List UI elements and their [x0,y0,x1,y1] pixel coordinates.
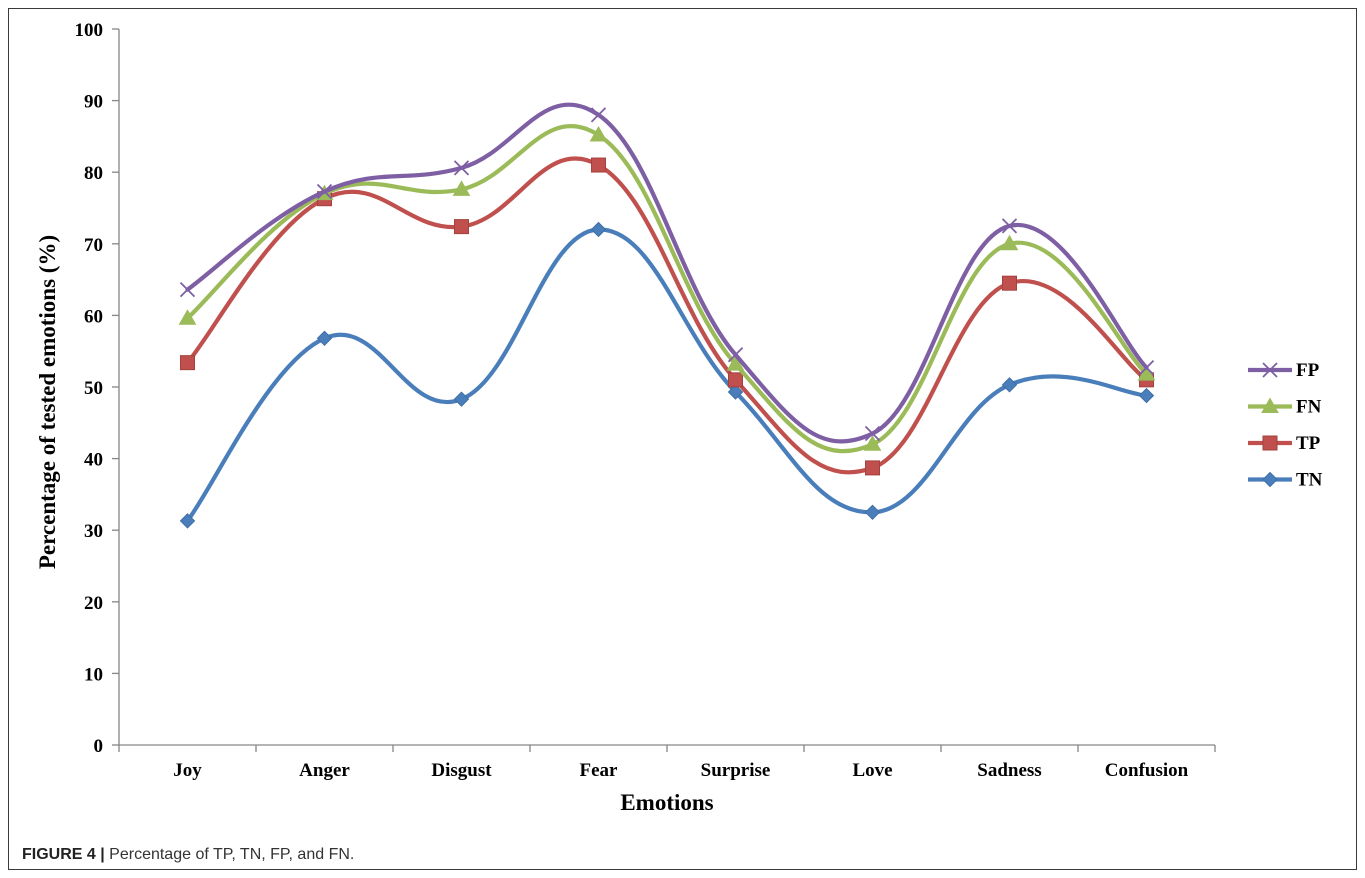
data-point-tp [1002,275,1017,291]
x-tick-label: Fear [580,760,619,781]
data-point-tn [316,330,333,347]
legend-item-tp: TP [1248,433,1321,454]
legend-marker-fp [1262,362,1278,378]
data-point-fn [1137,365,1156,381]
figure-frame [8,8,1357,870]
series-line-fp [185,102,1149,444]
data-point-tn [864,504,881,521]
data-point-tp [454,219,469,235]
data-point-fn [452,180,471,196]
data-point-fp [316,183,333,200]
y-tick-label: 100 [75,20,104,41]
series-line-tp [185,156,1149,475]
y-tick-label: 0 [94,736,104,757]
y-tick-label: 10 [84,664,103,685]
data-point-tp [591,157,606,173]
x-tick-label: Confusion [1105,760,1189,781]
legend-label-fn: FN [1296,397,1322,418]
data-point-fn [1000,234,1019,251]
x-tick-label: Anger [299,760,350,781]
data-point-fp [727,347,744,363]
x-axis-title: Emotions [620,790,713,815]
series-tp [180,156,1154,476]
y-tick-label: 90 [84,92,103,113]
series-line-fn [185,123,1149,454]
data-point-fp [179,281,196,298]
data-point-tn [590,221,607,238]
y-tick-label: 80 [84,163,103,184]
y-axis-title: Percentage of tested emotions (%) [35,235,60,569]
data-point-fp [864,425,881,442]
legend-marker-tp [1262,435,1278,451]
y-tick-label: 50 [84,378,103,399]
legend: FP FN TP TN [1248,360,1323,491]
data-point-fn [726,355,745,371]
data-point-fp [1138,360,1155,376]
data-point-tn [179,513,196,529]
caption-label: FIGURE 4 | [22,846,105,863]
data-point-fn [589,125,608,142]
figure-caption: FIGURE 4 | Percentage of TP, TN, FP, and… [22,846,354,864]
data-point-fn [178,309,197,325]
data-point-fn [863,435,882,451]
x-tick-label: Surprise [701,760,771,781]
legend-label-tp: TP [1296,433,1321,454]
x-tick-label: Love [852,760,892,781]
y-tick-label: 40 [84,450,103,471]
data-point-tn [727,384,744,400]
data-point-tp [180,355,195,371]
legend-item-fn: FN [1248,397,1322,418]
legend-item-tn: TN [1248,470,1323,491]
legend-item-fp: FP [1248,360,1320,381]
data-point-tn [453,391,470,407]
series-line-tn [185,227,1149,523]
y-tick-label: 20 [84,593,103,614]
y-tick-label: 30 [84,521,103,542]
legend-marker-fn [1261,397,1279,413]
legend-label-tn: TN [1296,470,1323,491]
x-tick-label: Disgust [431,760,492,781]
caption-text: Percentage of TP, TN, FP, and FN. [104,846,355,863]
series-tn [179,221,1155,529]
x-tick-label: Sadness [977,760,1041,781]
x-tick-label: Joy [173,760,202,781]
y-tick-label: 60 [84,306,103,327]
data-point-tn [1138,387,1155,404]
data-point-fp [590,107,607,123]
data-point-tn [1001,377,1018,393]
y-tick-label: 70 [84,235,103,256]
data-point-tp [865,460,880,476]
legend-label-fp: FP [1296,360,1320,381]
data-point-fp [453,160,470,176]
legend-marker-tn [1262,471,1278,488]
data-point-tp [728,372,743,388]
data-point-fp [1001,218,1018,234]
series-fp [179,102,1155,444]
